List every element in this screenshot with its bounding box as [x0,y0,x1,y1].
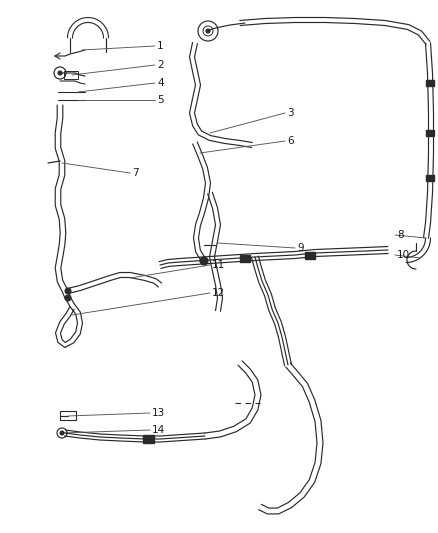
Text: 8: 8 [397,230,404,240]
Text: 13: 13 [152,408,165,418]
Text: 9: 9 [297,243,304,253]
Text: 1: 1 [157,41,164,51]
Circle shape [200,257,208,265]
Bar [142,435,153,443]
Circle shape [206,29,210,33]
Circle shape [60,431,64,435]
Bar [240,254,250,262]
Text: 4: 4 [157,78,164,88]
Text: 7: 7 [132,168,138,178]
Text: 5: 5 [157,95,164,105]
Text: 14: 14 [152,425,165,435]
Text: 2: 2 [157,60,164,70]
Bar [426,130,434,136]
Bar [426,80,434,86]
Text: 11: 11 [212,260,225,270]
Circle shape [58,71,62,75]
Bar [64,71,78,79]
Text: 12: 12 [212,288,225,298]
Text: 3: 3 [287,108,293,118]
Text: 10: 10 [397,250,410,260]
Bar [426,175,434,181]
Bar [305,252,315,259]
Circle shape [65,288,71,294]
Circle shape [65,295,71,301]
Text: 6: 6 [287,136,293,146]
